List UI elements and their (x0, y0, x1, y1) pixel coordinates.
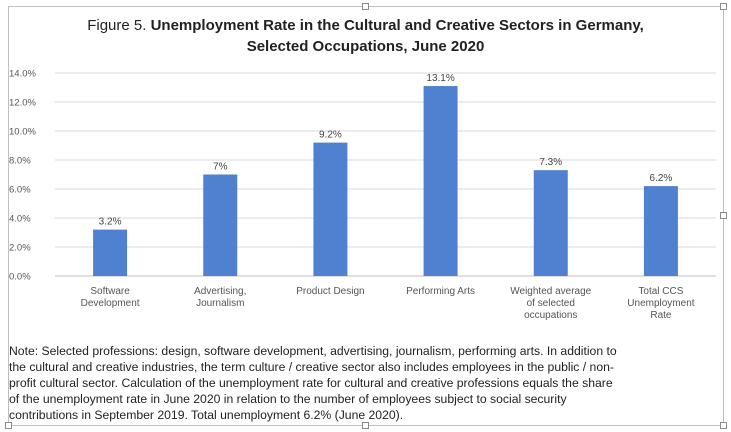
y-tick-label: 6.0% (9, 185, 31, 196)
resize-handle-bottom-right[interactable] (720, 422, 727, 429)
x-tick-label: Software (90, 286, 130, 297)
bar (203, 174, 238, 276)
y-tick-label: 8.0% (9, 156, 31, 167)
resize-handle-top[interactable] (362, 3, 369, 10)
x-tick-label: Total CCS (638, 286, 683, 297)
x-tick-label: occupations (524, 310, 577, 321)
figure-number: Figure 5. (87, 17, 151, 34)
data-label: 7.3% (539, 157, 562, 168)
y-tick-label: 10.0% (9, 127, 36, 138)
y-tick-label: 0.0% (9, 272, 31, 283)
x-tick-label: of selected (527, 298, 575, 309)
resize-handle-right[interactable] (720, 212, 727, 219)
y-tick-label: 12.0% (9, 98, 36, 109)
bar (533, 170, 568, 276)
chart-title-line-2: Selected Occupations, June 2020 (246, 38, 485, 55)
bar-chart: 0.0% 2.0% 4.0% 6.0% 8.0% 10.0% 12.0% 14.0% 3.2% S… (9, 69, 716, 321)
note-line: contributions in September 2019. Total u… (9, 408, 404, 422)
data-label: 6.2% (650, 173, 673, 184)
x-tick-label: Rate (650, 310, 672, 321)
x-tick-label: Weighted average (510, 286, 591, 297)
data-label: 7% (213, 162, 228, 173)
bar (643, 186, 678, 276)
x-tick-label: Product Design (296, 286, 364, 297)
chart-title-line-1: Unemployment Rate in the Cultural and Cr… (150, 17, 644, 34)
y-tick-label: 4.0% (9, 214, 31, 225)
note-line: Note: Selected professions: design, soft… (9, 344, 617, 358)
chart-title: Figure 5. Unemployment Rate in the Cultu… (0, 16, 731, 36)
resize-handle-top-right[interactable] (720, 3, 727, 10)
x-tick-label: Unemployment (627, 298, 694, 309)
figure-note: Note: Selected professions: design, soft… (9, 343, 721, 423)
x-tick-label: Journalism (196, 298, 244, 309)
x-tick-label: Advertising, (194, 286, 246, 297)
bar (93, 229, 128, 276)
resize-handle-bottom-left[interactable] (5, 422, 12, 429)
data-label: 13.1% (426, 73, 454, 84)
resize-handle-bottom[interactable] (362, 422, 369, 429)
note-line: profit cultural sector. Calculation of t… (9, 376, 613, 390)
x-tick-label: Development (81, 298, 140, 309)
bar (313, 142, 348, 276)
data-label: 3.2% (99, 217, 122, 228)
note-line: the cultural and creative industries, th… (9, 360, 614, 374)
y-tick-label: 14.0% (9, 69, 36, 80)
data-label: 9.2% (319, 130, 342, 141)
note-line: of the unemployment rate in June 2020 in… (9, 392, 567, 406)
y-tick-label: 2.0% (9, 243, 31, 254)
bar (423, 86, 458, 276)
x-tick-label: Performing Arts (406, 286, 475, 297)
